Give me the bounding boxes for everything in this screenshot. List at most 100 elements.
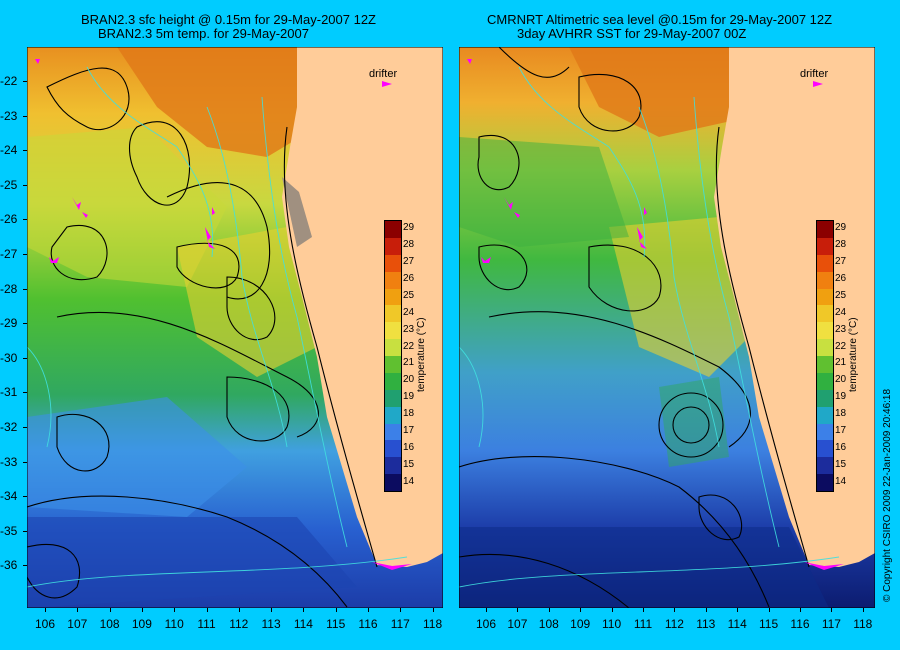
colorbar-label: 16 bbox=[403, 441, 415, 453]
latitude-tick-label: -34 bbox=[0, 489, 18, 504]
right-title-line1: CMRNRT Altimetric sea level @0.15m for 2… bbox=[487, 12, 833, 27]
colorbar-label: 27 bbox=[403, 256, 415, 268]
colorbar-segment bbox=[817, 423, 833, 441]
latitude-tick-mark bbox=[23, 115, 27, 117]
longitude-tick-mark bbox=[800, 608, 801, 612]
colorbar-segment bbox=[817, 457, 833, 475]
colorbar-label: 18 bbox=[403, 408, 415, 420]
colorbar-segment bbox=[385, 389, 401, 407]
colorbar-segment bbox=[385, 474, 401, 491]
colorbar-label: 29 bbox=[403, 222, 415, 234]
colorbar-label: 15 bbox=[403, 458, 415, 470]
latitude-tick-label: -35 bbox=[0, 523, 18, 538]
colorbar-segment bbox=[385, 254, 401, 272]
longitude-tick-label: 116 bbox=[790, 617, 810, 631]
right-title-line2: 3day AVHRR SST for 29-May-2007 00Z bbox=[517, 26, 747, 41]
colorbar-segment bbox=[817, 474, 833, 491]
colorbar-label: 22 bbox=[835, 340, 847, 352]
latitude-tick-label: -27 bbox=[0, 247, 18, 261]
latitude-tick-mark bbox=[23, 357, 27, 359]
longitude-tick-mark bbox=[368, 608, 369, 612]
colorbar-label: 21 bbox=[403, 357, 415, 369]
left-title-line1: BRAN2.3 sfc height @ 0.15m for 29-May-20… bbox=[81, 12, 377, 27]
colorbar-label: 17 bbox=[835, 424, 847, 436]
colorbar-segment bbox=[385, 406, 401, 424]
latitude-tick-mark bbox=[23, 150, 27, 152]
colorbar-segment bbox=[817, 322, 833, 340]
right-sst-map bbox=[459, 47, 875, 608]
longitude-tick-label: 111 bbox=[197, 617, 216, 631]
right-bathymetry bbox=[459, 66, 840, 588]
longitude-tick-mark bbox=[611, 608, 613, 612]
latitude-tick-mark bbox=[23, 184, 27, 186]
colorbar-segment bbox=[817, 254, 833, 272]
right-land bbox=[714, 47, 875, 567]
latitude-tick-label: -36 bbox=[0, 558, 18, 573]
latitude-tick-mark bbox=[23, 81, 27, 82]
colorbar-segment bbox=[817, 221, 833, 238]
longitude-tick-mark bbox=[335, 608, 337, 612]
longitude-tick-label: 109 bbox=[131, 617, 152, 631]
latitude-tick-label: -25 bbox=[0, 177, 18, 192]
colorbar-label: 18 bbox=[835, 408, 847, 420]
colorbar-segment bbox=[817, 406, 833, 424]
longitude-tick-label: 117 bbox=[821, 617, 841, 631]
colorbar-label: 15 bbox=[835, 458, 847, 470]
longitude-tick-label: 111 bbox=[633, 617, 653, 631]
right-drifter-legend-icon bbox=[813, 81, 823, 87]
colorbar-label: 28 bbox=[403, 239, 415, 251]
right-drifter-label: drifter bbox=[800, 68, 829, 80]
latitude-tick-label: -33 bbox=[0, 454, 18, 469]
colorbar-segment bbox=[817, 356, 833, 373]
colorbar-segment bbox=[385, 457, 401, 475]
left-sst-map bbox=[27, 47, 443, 608]
colorbar-segment bbox=[385, 305, 401, 323]
longitude-tick-label: 118 bbox=[853, 617, 873, 631]
longitude-tick-label: 107 bbox=[507, 617, 528, 631]
left-map-panel bbox=[27, 47, 443, 608]
colorbar-label: 27 bbox=[835, 256, 847, 268]
longitude-tick-label: 110 bbox=[602, 617, 622, 631]
left-drifter-label: drifter bbox=[369, 68, 398, 80]
latitude-tick-label: -32 bbox=[0, 420, 18, 434]
colorbar-label: 14 bbox=[835, 475, 847, 487]
colorbar-segment bbox=[385, 339, 401, 356]
colorbar-segment bbox=[817, 305, 833, 323]
left-drifter-tracks bbox=[35, 59, 412, 570]
colorbar-label: 23 bbox=[403, 323, 415, 335]
colorbar-segment bbox=[385, 288, 401, 306]
colorbar-label: 21 bbox=[835, 357, 847, 369]
latitude-tick-mark bbox=[23, 461, 27, 463]
latitude-tick-label: -31 bbox=[0, 385, 18, 400]
longitude-tick-mark bbox=[486, 608, 487, 612]
colorbar-segment bbox=[817, 271, 833, 289]
left-ssh-contours bbox=[27, 67, 378, 608]
left-drifter-legend-icon bbox=[382, 81, 392, 87]
colorbar-label: 20 bbox=[835, 374, 847, 386]
latitude-tick-mark bbox=[23, 219, 27, 221]
right-map-panel bbox=[459, 47, 875, 608]
longitude-tick-mark bbox=[643, 608, 644, 612]
longitude-tick-mark bbox=[109, 608, 111, 612]
longitude-tick-label: 106 bbox=[34, 617, 56, 631]
latitude-tick-mark bbox=[23, 427, 27, 428]
longitude-tick-label: 113 bbox=[696, 617, 716, 631]
left-bathymetry bbox=[27, 66, 408, 588]
longitude-tick-label: 117 bbox=[390, 617, 410, 631]
longitude-tick-mark bbox=[517, 608, 519, 612]
colorbar-segment bbox=[385, 221, 401, 238]
colorbar-label: 19 bbox=[835, 391, 847, 403]
colorbar-label: 24 bbox=[403, 306, 415, 318]
longitude-tick-label: 107 bbox=[67, 617, 88, 631]
left-title-line2: BRAN2.3 5m temp. for 29-May-2007 bbox=[98, 26, 309, 41]
longitude-tick-mark bbox=[77, 608, 79, 612]
latitude-tick-label: -26 bbox=[0, 212, 18, 227]
colorbar-label: 22 bbox=[403, 340, 415, 352]
latitude-tick-mark bbox=[23, 288, 27, 290]
colorbar-label: 24 bbox=[835, 306, 847, 318]
longitude-tick-label: 115 bbox=[326, 617, 346, 631]
longitude-tick-label: 108 bbox=[99, 617, 120, 631]
colorbar-label: 19 bbox=[403, 391, 415, 403]
longitude-tick-mark bbox=[432, 608, 434, 612]
latitude-tick-label: -23 bbox=[0, 108, 18, 123]
